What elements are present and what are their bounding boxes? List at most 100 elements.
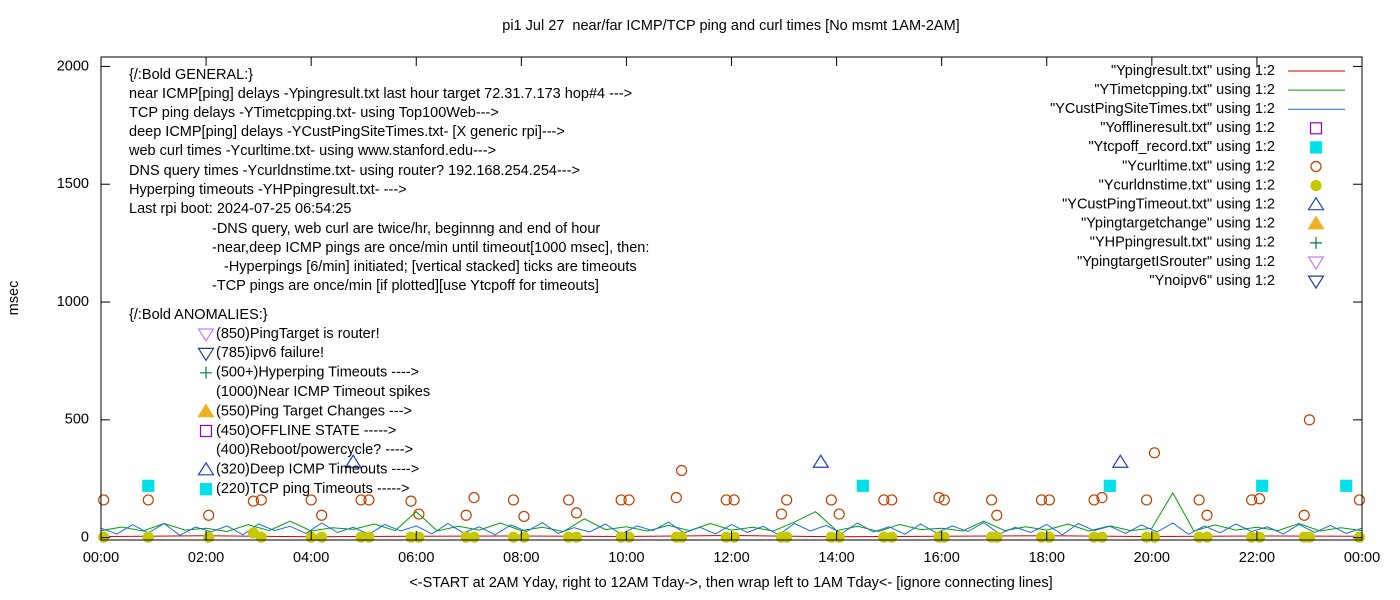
series-point <box>991 509 1003 521</box>
anomaly-icon <box>197 328 215 343</box>
annotation: -near,deep ICMP pings are once/min until… <box>212 240 649 256</box>
annotation: -Hyperpings [6/min] initiated; [vertical… <box>224 259 637 275</box>
series-point <box>670 491 682 504</box>
anomaly-icon <box>197 461 215 476</box>
series-point <box>878 494 890 506</box>
legend-label: "YTimetcpping.txt" using 1:2 <box>1094 82 1275 98</box>
x-tick-label: 00:00 <box>83 550 119 566</box>
legend-label: "Ytcpoff_record.txt" using 1:2 <box>1088 139 1275 155</box>
anomaly-note: (400)Reboot/powercycle? ----> <box>216 442 413 458</box>
series-point <box>933 491 945 504</box>
series-point <box>812 454 830 468</box>
x-tick-label: 02:00 <box>188 550 224 566</box>
anomaly-icon <box>197 347 215 362</box>
legend-label: "YpingtargetISrouter" using 1:2 <box>1077 254 1275 270</box>
annotation: Last rpi boot: 2024-07-25 06:54:25 <box>129 201 352 217</box>
annotation: DNS query times -Ycurldnstime.txt- using… <box>129 163 580 179</box>
series-point <box>142 479 155 492</box>
x-tick-label: 10:00 <box>608 550 644 566</box>
legend-label: "Ypingresult.txt" using 1:2 <box>1111 63 1275 79</box>
annotation: TCP ping delays -YTimetcpping.txt- using… <box>129 105 499 121</box>
series-point <box>247 495 259 507</box>
anomaly-note: (1000)Near ICMP Timeout spikes <box>216 384 430 400</box>
series-point <box>1193 494 1205 506</box>
legend-swatch <box>1310 160 1322 173</box>
series-point <box>1303 531 1316 543</box>
chart-title: pi1 Jul 27 near/far ICMP/TCP ping and cu… <box>502 18 959 34</box>
x-tick-label: 16:00 <box>924 550 960 566</box>
x-tick-label: 04:00 <box>293 550 329 566</box>
legend-label: "Ycurltime.txt" using 1:2 <box>1122 158 1275 174</box>
series-point <box>1253 531 1266 543</box>
series-point <box>1035 494 1048 506</box>
x-tick-label: 00:00 <box>1344 550 1380 566</box>
legend-label: "YCustPingSiteTimes.txt" using 1:2 <box>1050 101 1275 117</box>
series-point <box>1201 531 1213 543</box>
series-point <box>363 494 375 506</box>
series-point <box>720 494 732 506</box>
series-point <box>825 494 837 506</box>
series-point <box>316 531 328 543</box>
legend-label: "Ynoipv6" using 1:2 <box>1149 273 1275 289</box>
series-point <box>781 531 793 543</box>
series-point <box>1246 494 1258 506</box>
series-point <box>833 531 845 543</box>
series-point <box>507 531 520 543</box>
series-point <box>728 531 740 543</box>
series-point <box>991 531 1003 543</box>
annotation: -TCP pings are once/min [if plotted][use… <box>212 278 599 294</box>
series-point <box>985 494 998 506</box>
legend-label: "Ycurldnstime.txt" using 1:2 <box>1099 177 1275 193</box>
anomaly-note: (850)PingTarget is router! <box>216 326 380 342</box>
series-point <box>203 509 215 521</box>
x-tick-label: 18:00 <box>1029 550 1065 566</box>
series-point <box>98 494 110 506</box>
anomaly-note: (785)ipv6 failure! <box>216 345 324 361</box>
series-point <box>1043 531 1055 543</box>
legend-swatch <box>1310 180 1322 192</box>
series-point <box>344 454 362 468</box>
series-point <box>255 531 267 543</box>
series-point <box>460 509 472 521</box>
series-point <box>886 531 898 543</box>
series-point <box>413 508 425 520</box>
anomaly-icon <box>200 366 212 379</box>
series-line <box>100 521 1363 536</box>
series-point <box>1201 509 1213 521</box>
x-tick-label: 12:00 <box>713 550 749 566</box>
series-point <box>781 494 793 506</box>
series-point <box>623 531 635 543</box>
y-tick-label: 1500 <box>57 176 89 192</box>
anomaly-note: (450)OFFLINE STATE -----> <box>216 423 396 439</box>
series-point <box>1298 509 1310 521</box>
series-point <box>1140 494 1153 506</box>
series-point <box>1256 479 1269 492</box>
y-tick-label: 2000 <box>57 58 89 74</box>
series-point <box>518 510 530 523</box>
legend-swatch <box>1307 215 1325 230</box>
anomaly-note: (550)Ping Target Changes ---> <box>216 403 412 419</box>
annotation: deep ICMP[ping] delays -YCustPingSiteTim… <box>129 124 565 140</box>
series-point <box>775 508 788 520</box>
series-point <box>468 491 480 504</box>
x-tick-label: 22:00 <box>1239 550 1275 566</box>
anomaly-note: (320)Deep ICMP Timeouts ----> <box>216 462 419 478</box>
series-point <box>1303 414 1316 426</box>
series-point <box>518 531 530 543</box>
legend-swatch <box>1309 122 1323 135</box>
anomaly-note: (500+)Hyperping Timeouts ----> <box>216 365 419 381</box>
series-point <box>675 464 688 477</box>
series-point <box>1148 447 1161 459</box>
anomaly-note: (220)TCP ping Timeouts -----> <box>216 481 410 497</box>
series-point <box>938 531 950 543</box>
series-point <box>1253 493 1266 505</box>
series-point <box>570 507 583 519</box>
series-point <box>405 495 417 507</box>
legend-swatch <box>1309 141 1323 154</box>
series-point <box>833 508 845 520</box>
series-point <box>142 531 154 543</box>
x-tick-label: 06:00 <box>398 550 434 566</box>
annotation: Hyperping timeouts -YHPpingresult.txt- -… <box>129 182 407 198</box>
